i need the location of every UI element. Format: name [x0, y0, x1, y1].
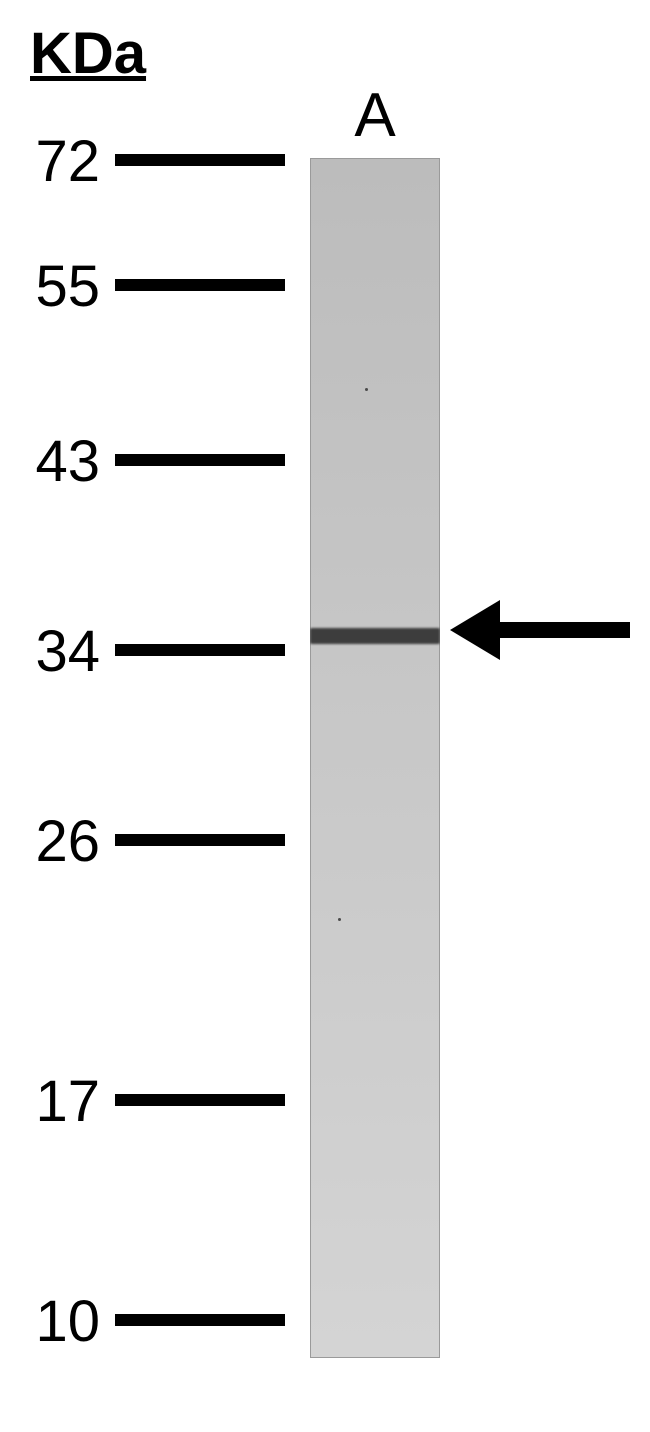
ladder-label-10: 10: [20, 1288, 100, 1355]
lane-label-A: A: [310, 80, 440, 151]
ladder-tick-26: [115, 834, 285, 846]
ladder-label-26: 26: [20, 808, 100, 875]
ladder-tick-10: [115, 1314, 285, 1326]
ladder-tick-55: [115, 279, 285, 291]
ladder-label-17: 17: [20, 1068, 100, 1135]
ladder-label-55: 55: [20, 253, 100, 320]
lane-A-speck-1: [365, 388, 368, 391]
ladder-tick-72: [115, 154, 285, 166]
western-blot-figure: KDa 72 55 43 34 26 17 10 A: [0, 0, 650, 1432]
ladder-label-72: 72: [20, 128, 100, 195]
ladder-tick-43: [115, 454, 285, 466]
ladder-tick-17: [115, 1094, 285, 1106]
lane-A-speck-2: [338, 918, 341, 921]
ladder-label-34: 34: [20, 618, 100, 685]
band-pointer-arrow: [400, 590, 640, 670]
kda-heading: KDa: [30, 20, 146, 87]
ladder-tick-34: [115, 644, 285, 656]
lane-A: [310, 158, 440, 1358]
ladder-label-43: 43: [20, 428, 100, 495]
